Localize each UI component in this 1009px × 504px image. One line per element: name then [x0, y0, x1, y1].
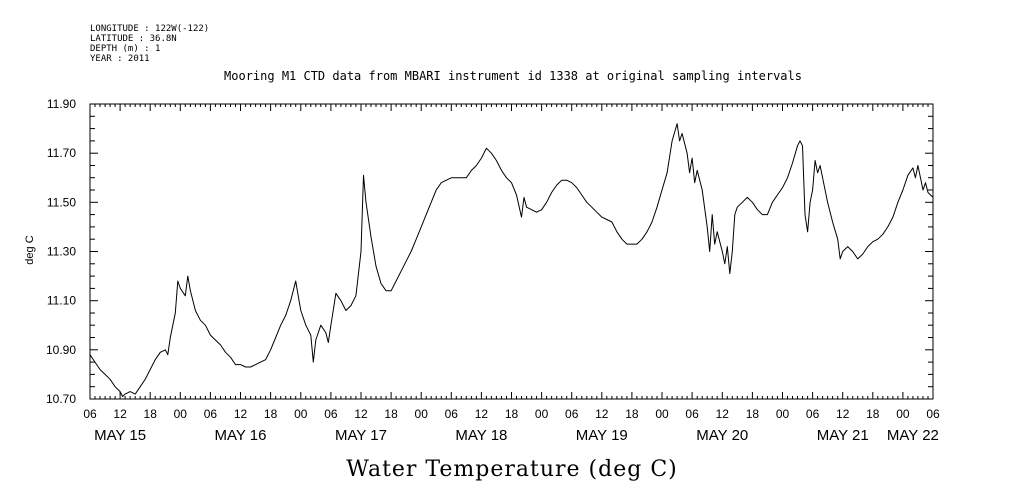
x-tick-label: 18: [746, 407, 760, 421]
x-tick-label: 12: [354, 407, 368, 421]
chart-title: Mooring M1 CTD data from MBARI instrumen…: [224, 69, 802, 83]
x-tick-label: 12: [475, 407, 489, 421]
y-tick-label: 11.90: [47, 97, 76, 111]
x-tick-label: 06: [204, 407, 218, 421]
y-tick-label: 11.70: [47, 146, 76, 160]
x-tick-label: 00: [776, 407, 790, 421]
x-tick-label: 00: [896, 407, 910, 421]
x-tick-label: 12: [234, 407, 248, 421]
x-tick-label: 18: [625, 407, 639, 421]
y-tick-label: 10.70: [46, 392, 76, 406]
x-tick-label: 12: [113, 407, 127, 421]
x-tick-label: 06: [83, 407, 97, 421]
day-label: MAY 19: [576, 427, 628, 444]
y-tick-label: 11.10: [47, 294, 76, 308]
x-tick-label: 12: [836, 407, 850, 421]
day-label: MAY 21: [817, 427, 869, 444]
day-labels: MAY 15 MAY 16 MAY 17 MAY 18 MAY 19 MAY 20 MAY …: [94, 427, 939, 444]
day-label: MAY 22: [887, 427, 939, 444]
x-tick-label: 12: [716, 407, 730, 421]
day-label: MAY 16: [215, 427, 267, 444]
x-tick-label: 12: [595, 407, 609, 421]
y-axis-label: deg C: [24, 235, 36, 264]
y-tick-label: 10.90: [46, 343, 76, 357]
x-tick-label: 18: [384, 407, 398, 421]
y-tick-labels: 10.70 10.90 11.10 11.30 11.50 11.70 11.90: [46, 97, 76, 406]
header-year: YEAR : 2011: [90, 54, 150, 64]
x-tick-label: 00: [294, 407, 308, 421]
x-tick-label: 00: [535, 407, 549, 421]
x-tick-label: 00: [415, 407, 429, 421]
x-tick-label: 06: [926, 407, 940, 421]
x-tick-label: 00: [655, 407, 669, 421]
chart-bottom-label: Water Temperature (deg C): [346, 457, 678, 482]
plot-frame: [89, 103, 934, 400]
x-tick-label: 06: [445, 407, 459, 421]
x-tick-label: 00: [174, 407, 188, 421]
day-label: MAY 18: [455, 427, 507, 444]
x-tick-label: 18: [264, 407, 278, 421]
x-tick-label: 06: [685, 407, 699, 421]
axis-ticks: [89, 103, 934, 400]
header-latitude: LATITUDE : 36.8N: [90, 34, 177, 44]
y-tick-label: 11.50: [47, 195, 76, 209]
x-tick-label: 06: [565, 407, 579, 421]
day-label: MAY 17: [335, 427, 387, 444]
x-tick-label: 06: [324, 407, 338, 421]
x-tick-label: 18: [866, 407, 880, 421]
x-tick-label: 18: [505, 407, 519, 421]
x-tick-label: 06: [806, 407, 820, 421]
y-tick-label: 11.30: [47, 245, 76, 259]
temperature-line: [89, 123, 934, 397]
x-tick-labels: 06 12 18 00 06 12 18 00 06 12 18 00 06 12 18 00 06 12 18 00…: [83, 407, 940, 421]
header-depth: DEPTH (m) : 1: [90, 44, 160, 54]
header-longitude: LONGITUDE : 122W(-122): [90, 24, 209, 34]
day-label: MAY 15: [94, 427, 146, 444]
header-info: LONGITUDE : 122W(-122) LATITUDE : 36.8N …: [90, 24, 209, 64]
day-label: MAY 20: [696, 427, 748, 444]
x-tick-label: 18: [144, 407, 158, 421]
